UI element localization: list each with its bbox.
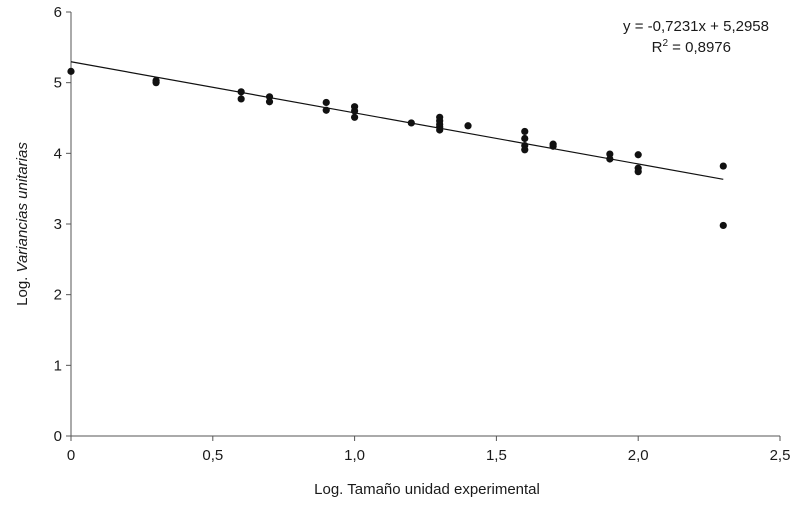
y-tick-label: 6 <box>54 4 62 21</box>
y-tick-label: 5 <box>54 75 62 92</box>
y-tick-label: 1 <box>54 357 62 374</box>
x-tick-label: 0,5 <box>202 447 223 464</box>
x-tick-label: 0 <box>67 447 75 464</box>
data-point <box>152 79 160 87</box>
y-tick-label: 0 <box>54 428 62 445</box>
data-point <box>351 113 359 121</box>
x-tick-label: 1,0 <box>344 447 365 464</box>
data-point <box>634 168 642 176</box>
y-axis-title: Log. Variancias unitarias <box>14 142 31 306</box>
data-point <box>322 106 330 114</box>
axes <box>70 12 780 437</box>
trendline-r-squared: R2 = 0,8976 <box>652 38 731 56</box>
data-point <box>719 221 727 230</box>
y-tick-label: 2 <box>54 287 62 304</box>
data-point <box>237 95 245 103</box>
data-point <box>719 162 727 170</box>
data-points <box>67 67 727 230</box>
data-point <box>606 155 614 163</box>
data-point <box>265 98 274 106</box>
trendline-group <box>70 61 724 180</box>
data-point <box>322 98 330 107</box>
data-point <box>521 146 529 154</box>
data-point <box>237 88 245 96</box>
trendline <box>70 61 724 180</box>
data-point <box>549 142 557 150</box>
ticks: 0 0,5 1,0 1,5 2,0 2,5 0 1 2 3 4 5 6 <box>54 4 791 464</box>
x-tick-label: 1,5 <box>486 447 507 464</box>
data-point <box>351 107 359 115</box>
x-axis-title: Log. Tamaño unidad experimental <box>314 481 540 498</box>
y-tick-label: 4 <box>54 145 62 162</box>
data-point <box>464 122 472 130</box>
data-point <box>634 151 642 159</box>
trendline-equation: y = -0,7231x + 5,2958 <box>623 18 769 35</box>
data-point <box>436 126 444 134</box>
data-point <box>407 119 415 127</box>
data-point <box>521 127 529 136</box>
x-tick-label: 2,0 <box>628 447 649 464</box>
data-point <box>265 93 274 101</box>
data-point <box>521 134 529 143</box>
data-point <box>606 150 614 158</box>
y-tick-label: 3 <box>54 216 62 233</box>
data-point <box>67 67 75 75</box>
x-tick-label: 2,5 <box>770 447 791 464</box>
